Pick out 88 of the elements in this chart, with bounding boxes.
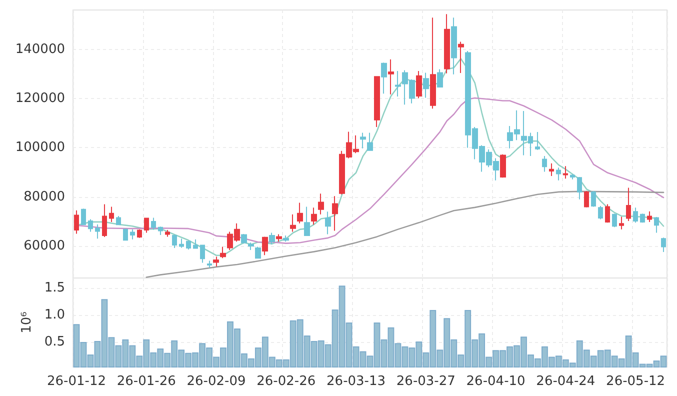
y-tick-label: 140000 [15,42,65,57]
candlestick [116,216,121,226]
candlestick [130,228,135,240]
candlestick [556,167,561,181]
candlestick [423,72,429,98]
candlestick [102,204,107,238]
y-tick-label: 1.5 [44,280,65,296]
candlestick [360,132,366,149]
candlestick [619,216,624,230]
candlestick [612,213,617,228]
candlestick [332,196,338,232]
candlestick [137,228,142,238]
candlestick [563,166,568,180]
candlestick [647,210,652,222]
candlestick [172,234,177,249]
candlestick [570,174,575,180]
candlestick [654,216,659,234]
y-tick-label: 100000 [15,140,65,156]
candlestick [584,190,589,208]
candlestick [388,58,394,95]
candlestick [74,210,79,234]
y-tick-label: 0.5 [44,334,65,350]
candlestick [325,211,331,235]
candlestick [179,238,184,248]
y-tick-label: 60000 [24,238,65,254]
x-tick-label: 26-01-26 [116,374,176,389]
candlestick [241,233,247,244]
candlestick [437,68,443,88]
y-tick-label: 80000 [24,189,65,204]
candlestick [640,213,645,224]
candlestick [262,236,268,256]
line-series [146,190,664,278]
candlestick [444,14,450,74]
candlestick [605,204,610,224]
candlestick [311,207,317,226]
candlestick [144,217,149,234]
candlestick [158,226,163,236]
candlestick [451,17,457,75]
candlestick [165,230,170,238]
candlestick [549,162,554,176]
candlestick [304,206,310,236]
candlestick [269,232,275,245]
candlestick [151,217,156,230]
candlestick [95,224,100,240]
candlestick [283,234,289,242]
candlestick [207,260,212,268]
candlestick [109,206,114,222]
x-tick-label: 26-04-24 [536,374,596,389]
candlestick [318,193,324,215]
x-tick-label: 26-04-10 [466,374,526,389]
x-tick-label: 26-03-27 [396,374,456,389]
candlestick [123,228,128,242]
candlestick [591,190,596,208]
candlestick [430,17,436,110]
y-axis-title: 10⁶ [19,312,34,334]
candlestick [220,246,226,259]
candlestick [248,242,254,250]
candlestick [297,202,303,224]
candlestick [395,70,401,98]
candlestick [661,237,666,252]
candlestick [542,156,547,172]
candlestick [500,154,506,178]
candlestick [290,214,296,232]
x-tick-label: 26-02-09 [186,374,246,389]
candlestick [577,176,582,200]
candlestick [626,187,631,222]
candlestick [255,246,261,260]
x-tick-label: 26-05-12 [606,374,666,389]
candlestick [186,240,191,250]
candlestick [81,208,86,226]
candlestick [88,218,93,232]
candlestick [633,207,638,224]
candlestick [276,234,282,242]
candlestick [458,41,464,74]
candlestick [416,70,422,99]
candlestick [213,256,219,267]
candlestick [374,76,380,128]
candlestick [193,238,198,250]
candlestick [381,62,387,94]
candlestick [367,132,373,152]
x-tick-label: 26-02-26 [256,374,316,389]
candlestick [200,244,205,264]
y-tick-label: 1.0 [44,307,65,322]
y-tick-label: 120000 [15,91,65,106]
x-tick-label: 26-03-13 [326,374,386,389]
x-tick-label: 26-01-12 [46,374,106,389]
candlestick [598,205,603,220]
candlestick [535,131,540,150]
